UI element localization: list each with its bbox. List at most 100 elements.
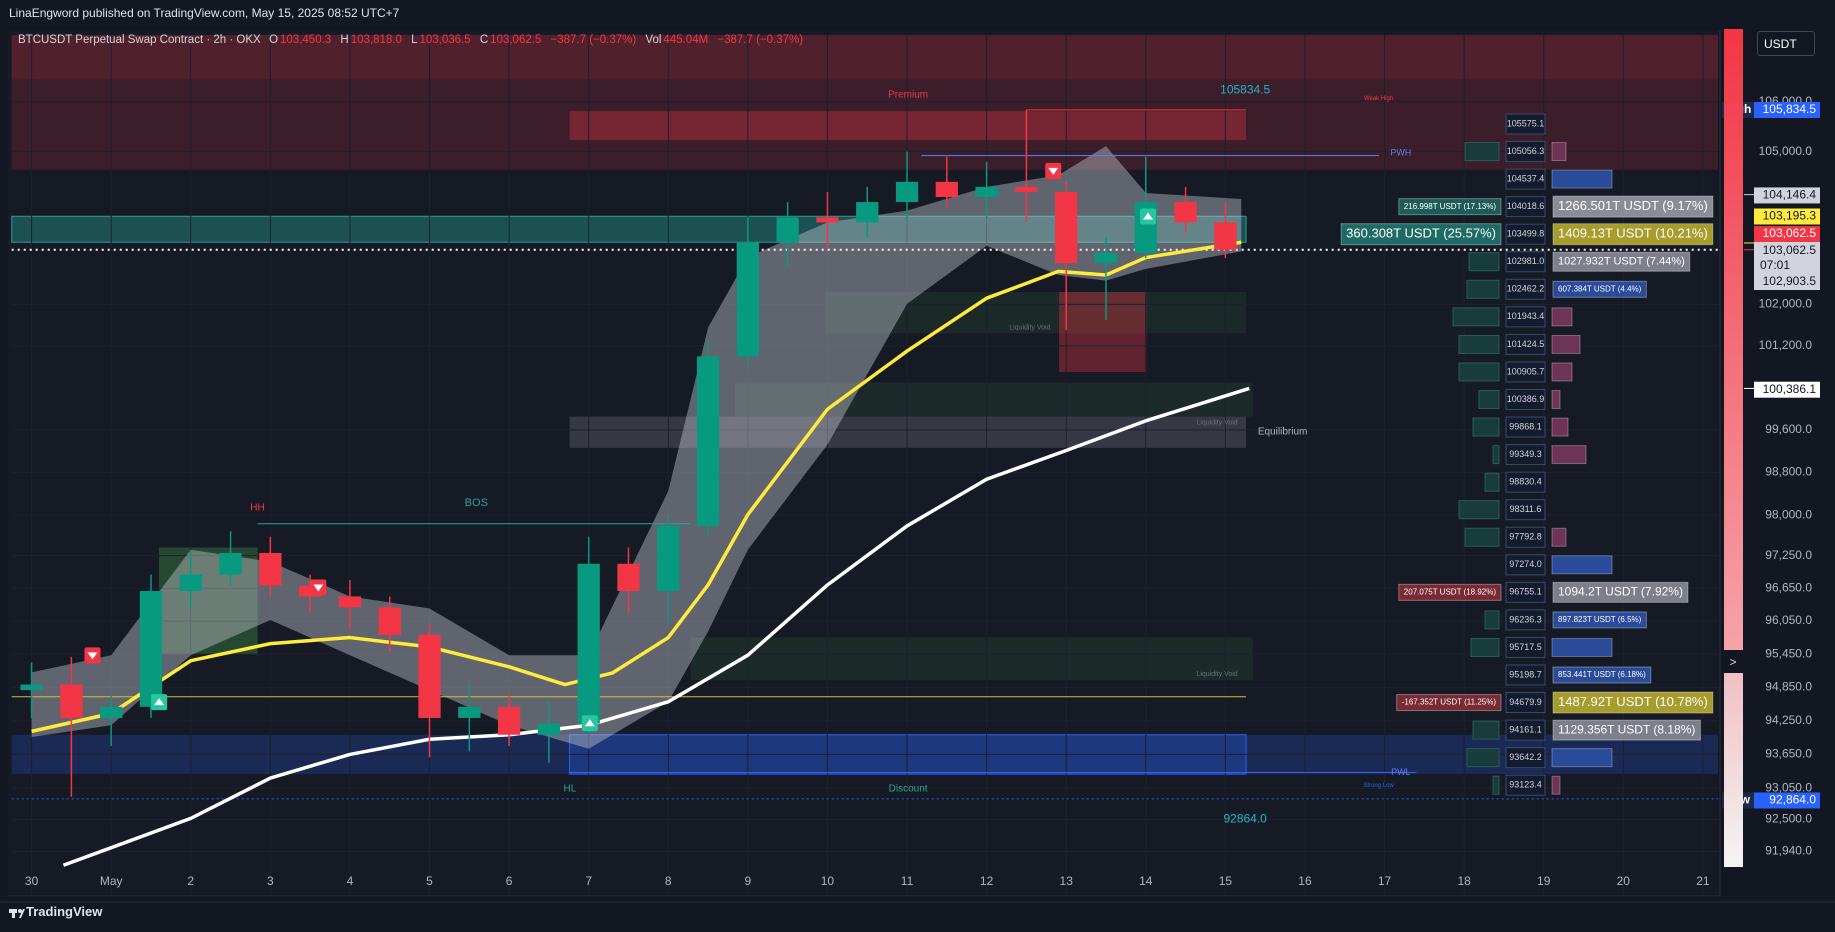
publish-info: LinaEngword published on TradingView.com…: [9, 6, 400, 20]
price-cell: [1505, 113, 1546, 135]
left-volume-box: [1458, 500, 1500, 520]
currency-button[interactable]: USDT: [1757, 31, 1815, 56]
price-cell: [1505, 361, 1546, 383]
left-volume: -167.352T USDT (11.25%): [1402, 698, 1497, 707]
left-volume-box: [1398, 198, 1502, 216]
candle-body: [458, 706, 481, 718]
y-tick-label: 96,050.0: [1765, 613, 1812, 627]
price-level: 97274.0: [1509, 559, 1542, 569]
zone: [569, 416, 1247, 448]
candle-body: [219, 552, 242, 575]
candle-body: [1174, 202, 1197, 223]
price-level: 96236.3: [1509, 614, 1542, 624]
zone: [11, 35, 1719, 170]
right-volume-box: [1552, 195, 1714, 218]
x-tick-label: 7: [585, 874, 592, 888]
right-volume-box: [1552, 280, 1647, 298]
x-tick-label: 8: [665, 874, 672, 888]
price-level: 99349.3: [1509, 449, 1542, 459]
right-volume-box: [1552, 251, 1691, 272]
right-volume: 1129.356T USDT (8.18%): [1558, 722, 1695, 736]
countdown: 07:01: [1760, 258, 1790, 272]
annotation: HL: [564, 783, 577, 794]
right-volume-box: [1551, 527, 1567, 547]
y-tick-label: 94,850.0: [1765, 679, 1812, 693]
candle-body: [1094, 252, 1118, 264]
annotation: Liquidity Void: [1196, 671, 1237, 678]
candle-body: [418, 634, 441, 718]
price-label: 103,062.5: [1763, 226, 1817, 240]
candle-body: [20, 684, 43, 691]
y-tick-label: 95,450.0: [1765, 646, 1812, 660]
x-tick-label: 9: [745, 874, 752, 888]
right-volume-box: [1552, 719, 1701, 741]
left-volume-box: [1340, 223, 1502, 246]
price-cell: [1505, 471, 1546, 493]
price-cell: [1505, 444, 1546, 466]
x-tick-label: May: [100, 874, 123, 888]
price-level: 94161.1: [1509, 724, 1542, 734]
plot-background: [8, 30, 1720, 896]
y-tick-label: 101,200.0: [1759, 338, 1813, 352]
price-cell: [1505, 196, 1546, 218]
annotation: Premium: [888, 89, 928, 100]
right-volume: 1487.92T USDT (10.78%): [1558, 694, 1708, 709]
price-level: 98830.4: [1509, 477, 1542, 487]
right-volume-box: [1551, 748, 1613, 768]
price-label-box: [1754, 208, 1820, 225]
signal-arrow: [87, 652, 98, 660]
zone: [1059, 291, 1147, 372]
left-volume-box: [1492, 775, 1500, 795]
candle-body: [1055, 191, 1078, 264]
candle-body: [895, 181, 919, 203]
volume: 445.04M: [663, 34, 709, 46]
annotation: Strong Low: [1363, 783, 1394, 789]
price-cell: [1505, 251, 1546, 273]
right-volume: 897.823T USDT (6.5%): [1558, 615, 1642, 624]
candle-body: [856, 202, 879, 223]
candle-body: [816, 217, 839, 223]
candle-body: [577, 563, 600, 724]
x-tick-label: 30: [25, 874, 39, 888]
annotation: Liquidity Void: [1196, 419, 1237, 426]
left-volume-box: [1458, 362, 1500, 382]
x-tick-label: 18: [1457, 874, 1471, 888]
right-volume-box: [1551, 334, 1581, 354]
left-volume-box: [1396, 694, 1502, 712]
right-volume-box: [1551, 775, 1561, 795]
right-volume-box: [1551, 169, 1613, 189]
price-level: 102462.2: [1507, 284, 1545, 294]
price-level: 100386.9: [1507, 394, 1545, 404]
candle-body: [299, 585, 322, 597]
x-tick-label: 14: [1139, 874, 1153, 888]
price-level: 95198.7: [1509, 669, 1542, 679]
signal-arrow: [154, 698, 165, 706]
x-tick-label: 21: [1696, 874, 1710, 888]
y-tick-label: 94,250.0: [1765, 713, 1812, 727]
right-volume: 607.384T USDT (4.4%): [1558, 284, 1642, 293]
candle-body: [537, 723, 561, 735]
price-label-box: [1754, 381, 1820, 398]
brand: TradingView: [26, 904, 103, 919]
right-volume: 853.441T USDT (6.18%): [1558, 670, 1646, 679]
left-volume-box: [1468, 252, 1500, 272]
candle-body: [1015, 186, 1038, 192]
right-volume-box: [1551, 445, 1587, 465]
signal-arrow: [584, 719, 595, 727]
candle-body: [736, 242, 760, 357]
price-level: 101424.5: [1507, 339, 1545, 349]
right-volume-box: [1551, 637, 1613, 657]
legend: BTCUSDT Perpetual Swap Contract · 2h · O…: [18, 34, 809, 46]
price-cell: [1505, 168, 1546, 190]
annotation: HH: [250, 503, 264, 514]
left-volume-box: [1466, 748, 1500, 768]
right-volume-box: [1552, 666, 1652, 684]
left-volume-box: [1472, 417, 1500, 437]
zone: [11, 35, 1719, 80]
annotation: BOS: [465, 497, 488, 509]
left-volume-box: [1484, 610, 1500, 630]
price-cell: [1505, 141, 1546, 163]
price-cell: [1505, 333, 1546, 355]
right-volume-box: [1551, 417, 1569, 437]
